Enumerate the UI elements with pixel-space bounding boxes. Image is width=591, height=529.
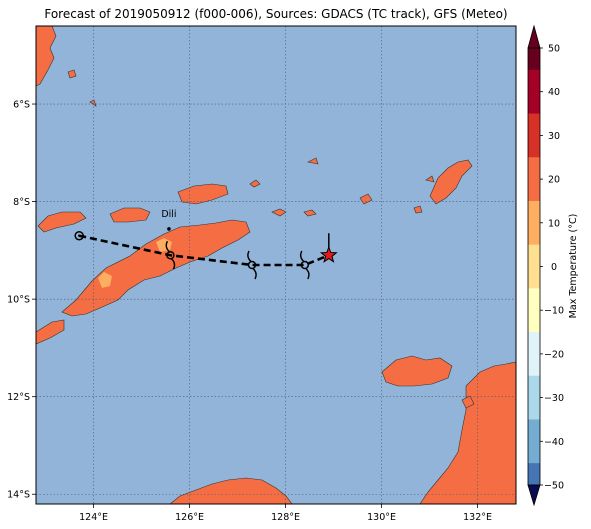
land-small-5 — [307, 157, 319, 165]
colorbar-band — [528, 200, 540, 224]
colorbar-extend-top — [527, 24, 541, 49]
land-tiwi — [381, 355, 453, 387]
land-alor — [37, 211, 87, 233]
colorbar-tick-label: −10 — [544, 306, 564, 317]
colorbar-tick-label: 30 — [548, 131, 560, 142]
colorbar-band — [528, 91, 540, 115]
track-point-dot — [78, 234, 81, 237]
colorbar-tick-label: −20 — [544, 349, 564, 360]
tc-track — [74, 230, 338, 280]
map-frame — [35, 25, 517, 505]
lon-tick-label: 128°E — [271, 512, 300, 523]
land-small-7 — [413, 205, 423, 214]
land-timor — [61, 219, 251, 317]
warm-patch-west — [98, 272, 112, 288]
colorbar-band — [528, 419, 540, 442]
lat-tick-label: 6°S — [13, 100, 30, 111]
lon-tick-label: 124°E — [79, 512, 108, 523]
colorbar-label: Max Temperature (°C) — [568, 214, 579, 319]
colorbar-band — [528, 375, 540, 399]
lat-tick-label: 12°S — [7, 392, 30, 403]
colorbar-band — [528, 179, 540, 202]
lon-tick-label: 130°E — [367, 512, 396, 523]
colorbar-bands — [527, 24, 541, 507]
city-marker: Dili — [161, 209, 177, 231]
colorbar-tick-label: 40 — [548, 87, 560, 98]
lat-tick-label: 8°S — [13, 197, 30, 208]
cyclone-icon — [247, 250, 257, 280]
lon-axis: 124°E 126°E 128°E 130°E 132°E — [79, 504, 492, 523]
colorbar-ticks: 50 40 30 20 10 0 −10 −20 −30 −40 −50 — [540, 44, 564, 492]
track-point-circle — [74, 230, 84, 241]
land-small-10 — [461, 395, 475, 409]
colorbar-band — [528, 310, 540, 333]
land-flores-nw — [35, 25, 57, 87]
city-dot — [167, 227, 171, 231]
colorbar-band — [528, 353, 540, 377]
colorbar-band — [528, 222, 540, 246]
colorbar-tick-label: 50 — [548, 44, 560, 55]
lat-tick-label: 14°S — [7, 490, 30, 501]
land-tanimbar — [429, 159, 473, 205]
colorbar-band — [528, 288, 540, 311]
land-arnhem — [419, 361, 517, 505]
lon-tick-label: 132°E — [463, 512, 492, 523]
colorbar-band — [528, 69, 540, 93]
colorbar-tick-label: −30 — [544, 393, 564, 404]
colorbar-tick-label: 10 — [548, 218, 560, 229]
colorbar-band — [528, 463, 540, 486]
colorbar-tick-label: 0 — [551, 262, 557, 273]
storm-position-star-icon — [319, 245, 338, 263]
cyclone-icon — [165, 240, 176, 270]
colorbar-tick-label: −40 — [544, 437, 564, 448]
warm-patch-timor — [156, 238, 172, 252]
colorbar-band — [528, 48, 540, 71]
lon-tick-label: 126°E — [175, 512, 204, 523]
colorbar-band — [528, 441, 540, 464]
cyclone-icon — [299, 250, 310, 280]
land-small-1 — [271, 208, 287, 217]
map-title: Forecast of 2019050912 (f000-006), Sourc… — [44, 7, 508, 21]
land-babar — [177, 183, 229, 205]
colorbar-band — [528, 157, 540, 180]
land-kimberley — [169, 477, 293, 505]
colorbar-band — [528, 135, 540, 158]
city-label: Dili — [161, 209, 176, 220]
land-small-8 — [67, 69, 77, 79]
lat-axis: 6°S 8°S 10°S 12°S 14°S — [7, 100, 36, 501]
colorbar-extend-bottom — [527, 484, 541, 507]
colorbar-band — [528, 113, 540, 136]
land-small-2 — [303, 209, 317, 217]
colorbar-tick-label: −50 — [544, 481, 564, 492]
colorbar-band — [528, 332, 540, 355]
colorbar-band — [528, 397, 540, 420]
lat-tick-label: 10°S — [7, 295, 30, 306]
land-small-3 — [249, 179, 261, 188]
colorbar-band — [528, 244, 540, 267]
land-wetar — [109, 207, 151, 223]
colorbar-band — [528, 266, 540, 289]
land-small-6 — [425, 175, 435, 183]
track-line — [78, 234, 330, 267]
colorbar-tick-label: 20 — [548, 175, 560, 186]
